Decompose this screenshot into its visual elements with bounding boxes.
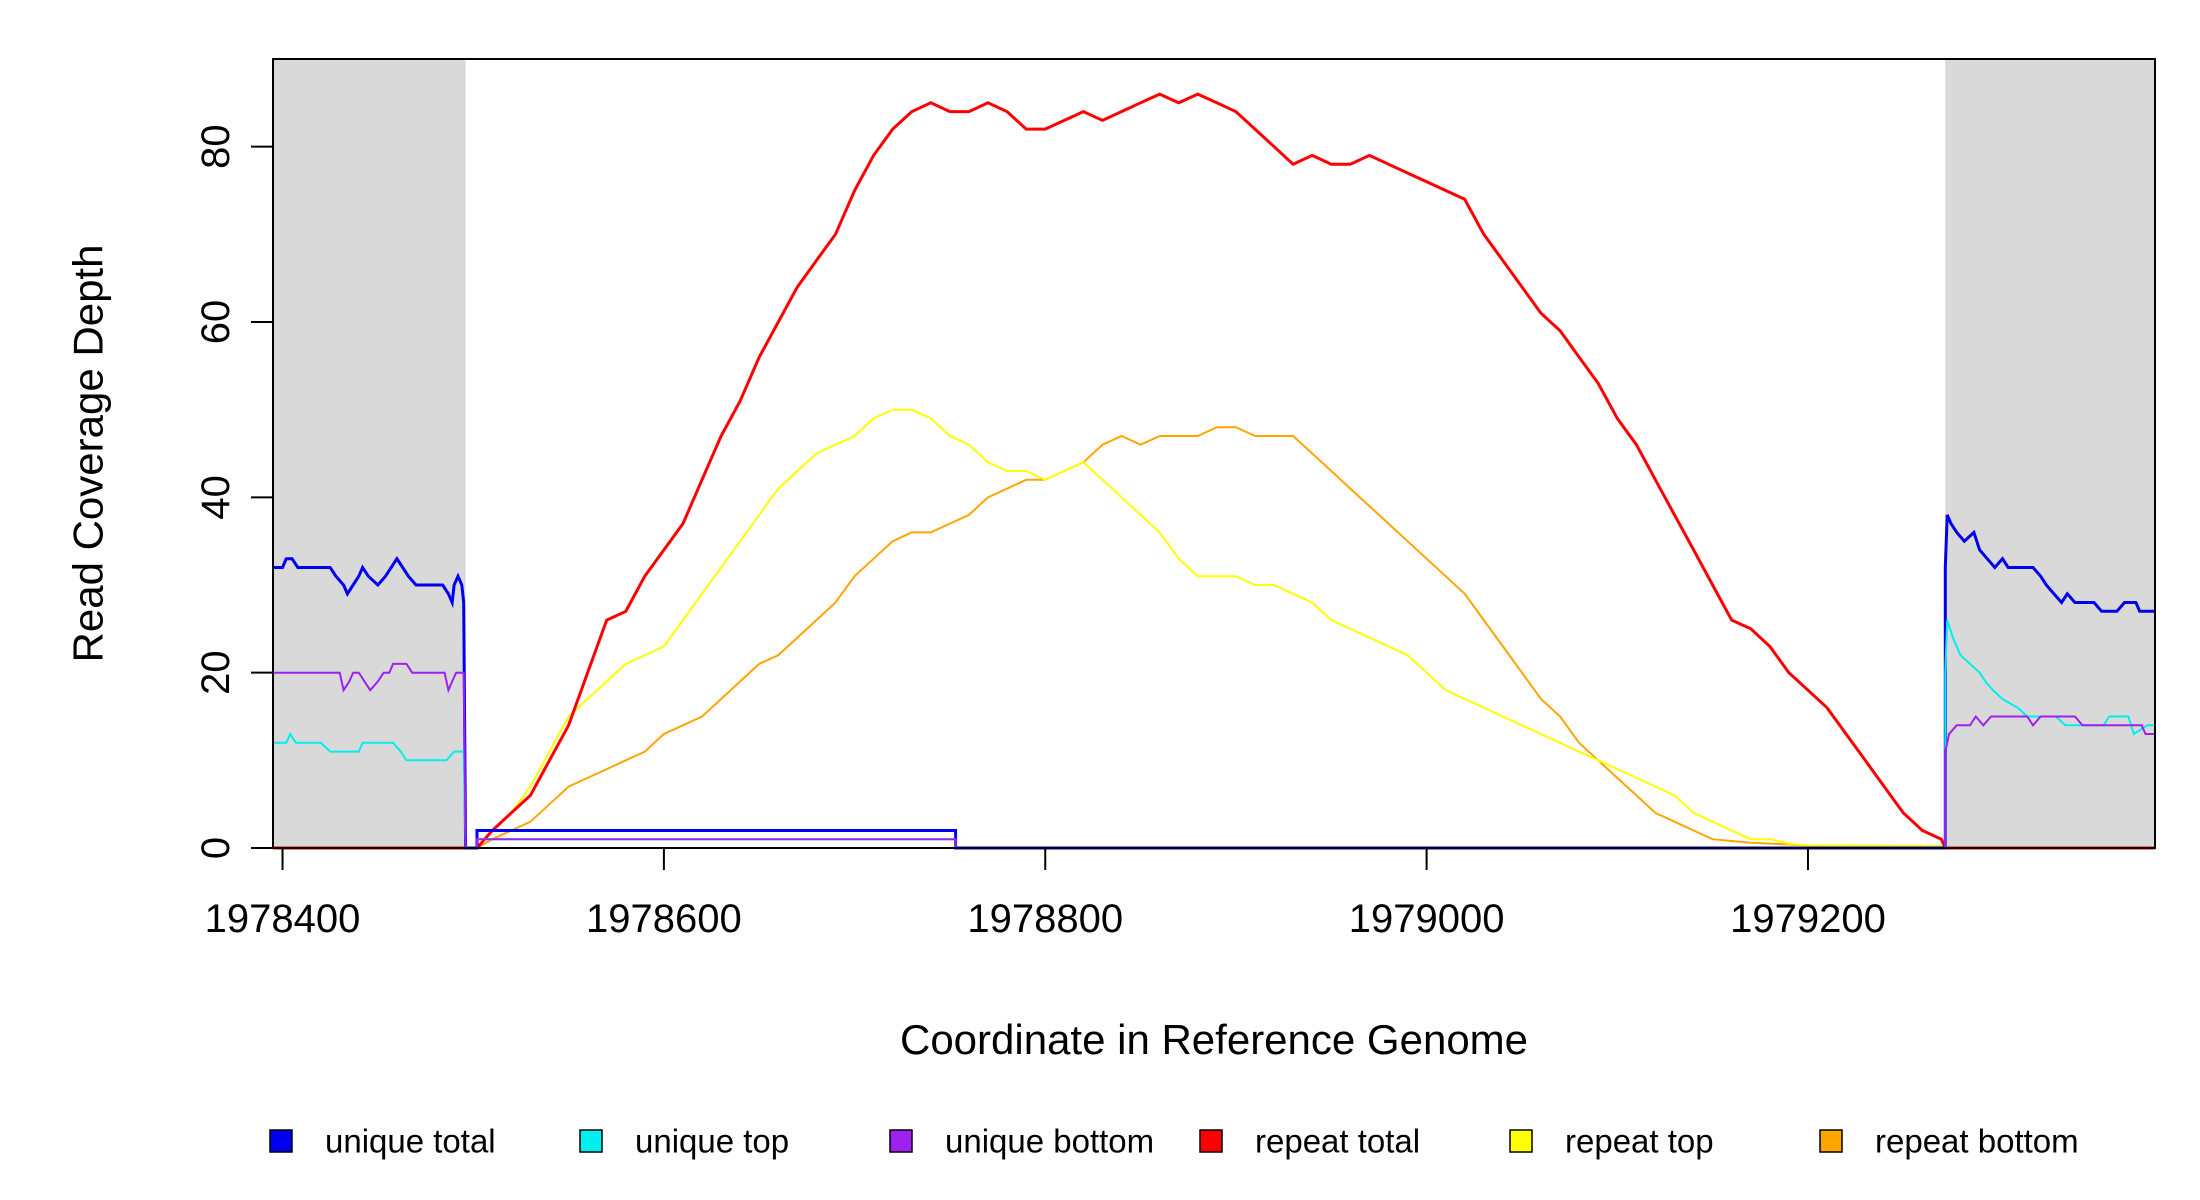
legend-label: repeat bottom — [1875, 1123, 2079, 1160]
series-repeat-top — [273, 408, 2155, 849]
legend-label: unique top — [635, 1123, 789, 1160]
legend-label: repeat top — [1565, 1123, 1714, 1160]
x-tick-label: 1978800 — [967, 897, 1123, 941]
x-tick-label: 1978600 — [586, 897, 742, 941]
y-tick-label: 80 — [194, 124, 238, 169]
legend-label: unique bottom — [945, 1123, 1154, 1160]
x-tick-label: 1979000 — [1349, 897, 1505, 941]
y-axis: 0 20 40 60 80 — [194, 124, 274, 859]
x-tick-label: 1978400 — [205, 897, 361, 941]
legend-label: repeat total — [1255, 1123, 1420, 1160]
legend-label: unique total — [325, 1123, 496, 1160]
x-axis: 1978400 1978600 1978800 1979000 1979200 — [205, 847, 1886, 941]
y-axis-title: Read Coverage Depth — [65, 245, 112, 663]
y-tick-label: 60 — [194, 300, 238, 345]
shaded-region-1 — [273, 59, 466, 848]
legend-swatch — [889, 1129, 913, 1153]
legend-swatch — [269, 1129, 293, 1153]
legend-swatch — [1199, 1129, 1223, 1153]
legend-swatch — [1819, 1129, 1843, 1153]
y-tick-label: 0 — [194, 837, 238, 859]
shaded-region-2 — [1945, 59, 2155, 848]
y-tick-label: 20 — [194, 650, 238, 695]
x-axis-title: Coordinate in Reference Genome — [900, 1016, 1528, 1063]
legend-swatch — [1509, 1129, 1533, 1153]
series-repeat-bottom — [273, 426, 2155, 849]
y-tick-label: 40 — [194, 475, 238, 520]
series-repeat-total — [273, 92, 2155, 850]
legend-swatch — [579, 1129, 603, 1153]
legend: unique total unique top unique bottom repea… — [269, 1123, 2079, 1160]
x-tick-label: 1979200 — [1730, 897, 1886, 941]
